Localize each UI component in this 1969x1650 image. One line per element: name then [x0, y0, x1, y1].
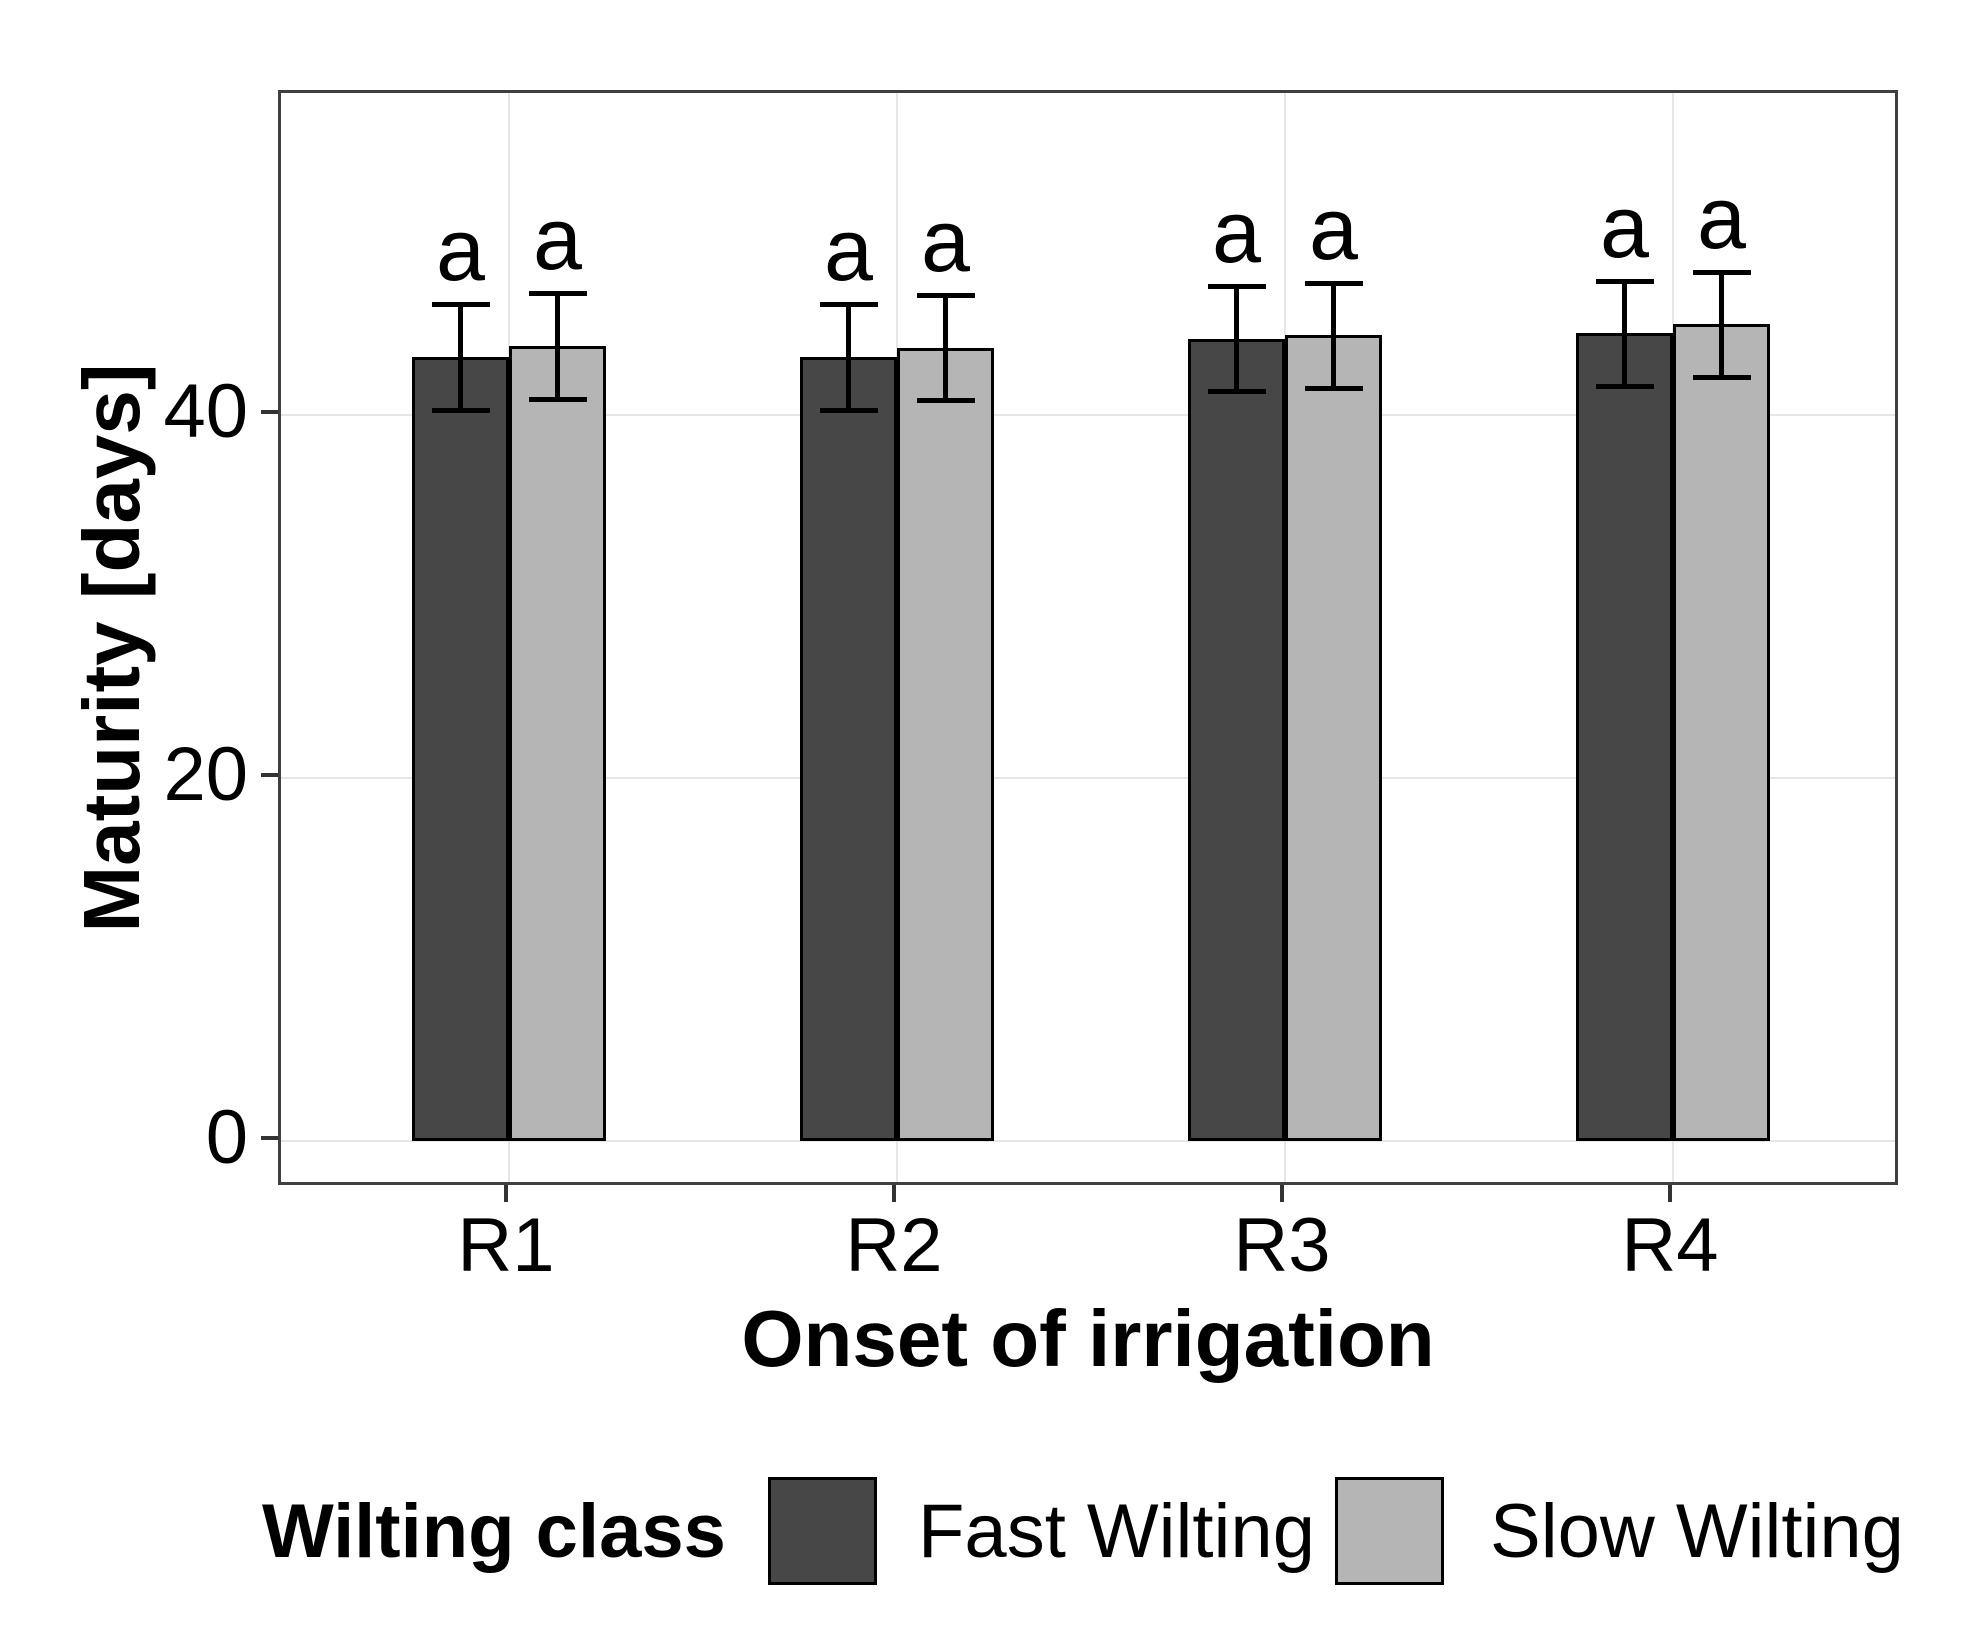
error-bar-cap-top — [1304, 280, 1363, 286]
x-tick-label: R2 — [845, 1203, 943, 1288]
error-bar-line — [1622, 280, 1627, 386]
y-tick-label: 20 — [163, 732, 248, 817]
significance-label: a — [1600, 176, 1649, 276]
error-bar-cap-bottom — [1595, 383, 1654, 389]
error-bar-cap-top — [528, 291, 587, 297]
error-bar-line — [555, 293, 560, 399]
significance-label: a — [824, 200, 873, 300]
bar-fast-wilting-r4 — [1576, 333, 1673, 1141]
x-tick-label: R3 — [1233, 1203, 1331, 1288]
significance-label: a — [921, 191, 970, 291]
x-tick-label: R4 — [1621, 1203, 1719, 1288]
x-axis-tick — [892, 1185, 896, 1202]
error-bar-cap-bottom — [1304, 385, 1363, 391]
legend-label-fast-wilting: Fast Wilting — [918, 1488, 1315, 1574]
significance-label: a — [533, 189, 582, 289]
error-bar-cap-bottom — [1207, 389, 1266, 395]
error-bar-cap-bottom — [431, 407, 490, 413]
significance-label: a — [1309, 178, 1358, 278]
x-axis-tick — [504, 1185, 508, 1202]
error-bar-line — [846, 304, 851, 410]
x-axis-title: Onset of irrigation — [741, 1294, 1435, 1383]
error-bar-cap-top — [1692, 269, 1751, 275]
error-bar-cap-top — [819, 302, 878, 308]
x-tick-label: R1 — [457, 1203, 555, 1288]
significance-label: a — [1212, 182, 1261, 282]
y-axis-tick — [261, 1136, 278, 1140]
error-bar-cap-top — [916, 293, 975, 299]
legend-label-slow-wilting: Slow Wilting — [1490, 1488, 1904, 1574]
bar-slow-wilting-r1 — [509, 346, 606, 1141]
error-bar-cap-bottom — [819, 407, 878, 413]
y-tick-label: 0 — [205, 1095, 248, 1180]
bar-fast-wilting-r1 — [412, 356, 509, 1141]
legend-key-slow-wilting — [1335, 1477, 1444, 1585]
error-bar-line — [458, 304, 463, 410]
bar-slow-wilting-r2 — [897, 347, 994, 1141]
significance-label: a — [1697, 167, 1746, 267]
x-axis-tick — [1668, 1185, 1672, 1202]
bar-slow-wilting-r4 — [1673, 324, 1770, 1141]
legend: Wilting class Fast Wilting Slow Wilting — [0, 0, 1969, 1585]
bar-fast-wilting-r3 — [1188, 338, 1285, 1141]
error-bar-cap-bottom — [916, 398, 975, 404]
significance-label: a — [436, 200, 485, 300]
error-bar-cap-bottom — [528, 396, 587, 402]
major-gridline-horizontal — [281, 414, 1895, 416]
error-bar-line — [943, 295, 948, 401]
error-bar-cap-top — [431, 302, 490, 308]
y-axis-tick — [261, 410, 278, 414]
legend-key-fast-wilting — [768, 1477, 877, 1585]
y-axis-tick — [261, 773, 278, 777]
error-bar-cap-top — [1207, 284, 1266, 290]
major-gridline-horizontal — [281, 1140, 1895, 1142]
error-bar-line — [1331, 282, 1336, 388]
bar-slow-wilting-r3 — [1285, 335, 1382, 1141]
error-bar-cap-bottom — [1692, 374, 1751, 380]
bar-fast-wilting-r2 — [800, 356, 897, 1141]
y-tick-label: 40 — [163, 369, 248, 454]
error-bar-cap-top — [1595, 278, 1654, 284]
legend-title: Wilting class — [262, 1488, 726, 1574]
error-bar-line — [1719, 271, 1724, 377]
x-axis-tick — [1280, 1185, 1284, 1202]
error-bar-line — [1234, 286, 1239, 392]
major-gridline-horizontal — [281, 777, 1895, 779]
